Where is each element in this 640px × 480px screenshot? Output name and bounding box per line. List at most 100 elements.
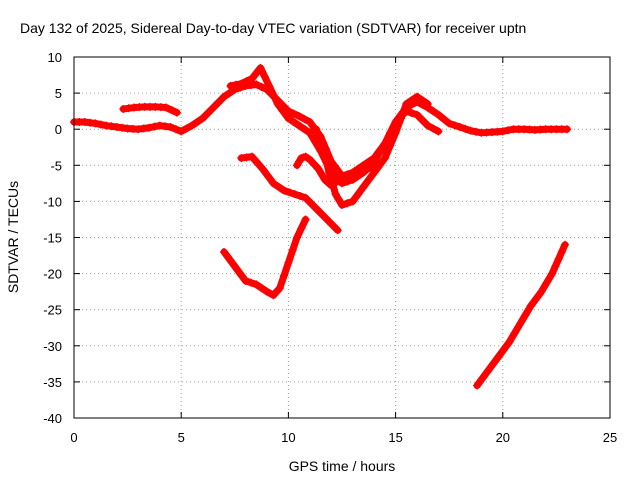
data-point-interp <box>242 77 251 86</box>
data-point-interp <box>489 359 498 368</box>
data-point-interp <box>296 191 305 200</box>
series-track-1 <box>70 80 572 181</box>
data-point-interp <box>514 125 523 134</box>
data-point-interp <box>139 124 148 133</box>
data-point-interp <box>193 117 202 126</box>
x-tick-label: 10 <box>281 430 295 445</box>
data-point <box>434 127 443 136</box>
data-point <box>252 80 261 89</box>
data-point <box>333 226 342 235</box>
y-tick-label: 0 <box>55 122 62 137</box>
data-point-interp <box>310 160 319 169</box>
data-point <box>314 164 323 173</box>
y-tick-labels: 10 5 0 -5 -10 -15 -20 -25 -30 -35 -40 <box>43 50 62 426</box>
data-point <box>112 123 121 132</box>
data-point-interp <box>86 118 95 127</box>
data-point-interp <box>295 157 304 166</box>
data-point <box>359 182 368 191</box>
data-point <box>209 103 218 112</box>
x-tick-label: 20 <box>496 430 510 445</box>
series-track-7 <box>220 215 310 300</box>
data-point-interp <box>354 190 363 199</box>
data-point <box>515 320 524 329</box>
data-point-interp <box>124 104 133 113</box>
data-point <box>226 81 235 90</box>
data-point <box>269 179 278 188</box>
data-point-interp <box>521 311 530 320</box>
data-point <box>166 123 175 132</box>
data-point-interp <box>532 294 541 303</box>
data-point-interp <box>364 175 373 184</box>
data-point <box>455 123 464 132</box>
data-point-interp <box>542 278 551 287</box>
data-point <box>374 161 383 170</box>
data-point-interp <box>289 117 298 126</box>
data-point-interp <box>146 102 155 111</box>
data-point-interp <box>478 374 487 383</box>
data-point <box>494 352 503 361</box>
data-point-interp <box>315 134 324 143</box>
data-point <box>473 381 482 390</box>
data-point-interp <box>257 284 266 293</box>
data-point <box>301 193 310 202</box>
data-point-interp <box>418 116 427 125</box>
data-point <box>305 117 314 126</box>
data-point <box>252 280 261 289</box>
data-point-interp <box>306 199 315 208</box>
data-point-interp <box>269 90 278 99</box>
data-point-interp <box>289 109 298 118</box>
data-point <box>247 74 256 83</box>
data-point <box>322 215 331 224</box>
data-point-interp <box>236 269 245 278</box>
data-point <box>560 240 569 249</box>
data-point-interp <box>332 164 341 173</box>
data-point <box>301 215 310 224</box>
x-tick-label: 5 <box>178 430 185 445</box>
data-point <box>177 127 186 136</box>
data-point <box>220 92 229 101</box>
data-point-interp <box>107 122 116 131</box>
series-track-8 <box>473 240 569 390</box>
data-point <box>413 92 422 101</box>
data-point <box>284 114 293 123</box>
data-point-interp <box>321 155 330 164</box>
data-point-interp <box>461 124 470 133</box>
data-point <box>402 99 411 108</box>
data-point <box>247 152 256 161</box>
data-point <box>318 143 327 152</box>
data-point <box>434 110 443 119</box>
data-point <box>220 247 229 256</box>
data-point-interp <box>348 170 357 179</box>
series-track-5 <box>237 152 342 235</box>
data-point-interp <box>334 195 343 204</box>
data-point-interp <box>257 82 266 91</box>
y-tick-label: -30 <box>43 339 62 354</box>
data-point-interp <box>252 69 261 78</box>
data-point <box>237 79 246 88</box>
data-point-interp <box>536 125 545 134</box>
data-point-interp <box>557 125 566 134</box>
data-point-interp <box>242 153 251 162</box>
data-point <box>145 123 154 132</box>
data-point <box>344 172 353 181</box>
data-point <box>537 287 546 296</box>
data-point-interp <box>288 246 297 255</box>
data-point-interp <box>547 125 556 134</box>
data-point-interp <box>493 127 502 136</box>
data-point-interp <box>418 96 427 105</box>
data-point-interp <box>161 122 170 131</box>
data-point-interp <box>285 188 294 197</box>
x-tick-label: 15 <box>388 430 402 445</box>
data-point-interp <box>264 172 273 181</box>
data-point <box>445 119 454 128</box>
data-point <box>155 121 164 130</box>
data-point-interp <box>439 115 448 124</box>
data-point-interp <box>274 182 283 191</box>
y-tick-label: -25 <box>43 303 62 318</box>
data-point-interp <box>150 122 159 131</box>
y-tick-label: 5 <box>55 86 62 101</box>
data-point <box>172 108 181 117</box>
x-tick-label: 0 <box>70 430 77 445</box>
data-point <box>312 204 321 213</box>
data-point-interp <box>343 199 352 208</box>
